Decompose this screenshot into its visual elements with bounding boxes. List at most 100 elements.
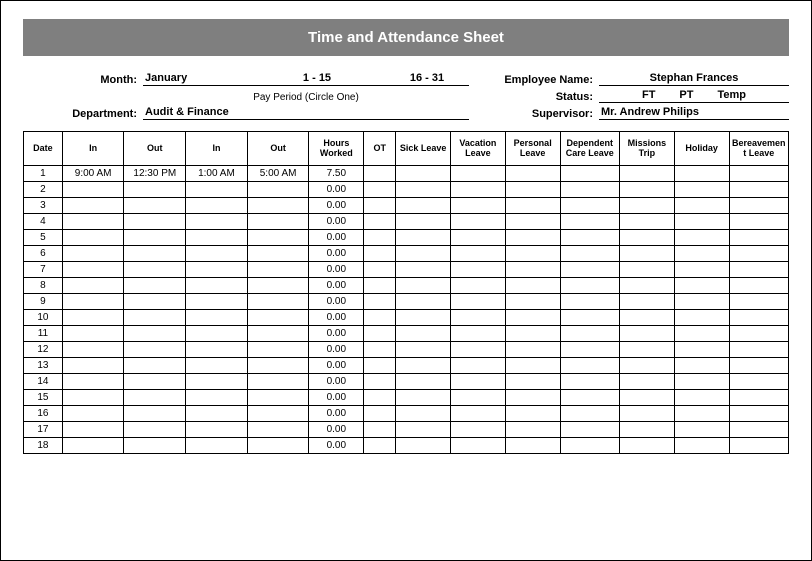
cell-dependent-care-leave — [560, 342, 619, 358]
cell-vacation-leave — [451, 166, 506, 182]
cell-date: 3 — [24, 198, 63, 214]
cell-sick-leave — [396, 166, 451, 182]
cell-date: 17 — [24, 422, 63, 438]
cell-out2: 5:00 AM — [247, 166, 309, 182]
cell-in1 — [62, 198, 124, 214]
cell-bereavement-leave — [729, 262, 788, 278]
cell-in2 — [186, 310, 248, 326]
cell-hours-worked: 0.00 — [309, 262, 364, 278]
cell-dependent-care-leave — [560, 438, 619, 454]
cell-sick-leave — [396, 246, 451, 262]
cell-dependent-care-leave — [560, 278, 619, 294]
col-ot: OT — [364, 132, 396, 166]
cell-dependent-care-leave — [560, 198, 619, 214]
cell-sick-leave — [396, 310, 451, 326]
cell-date: 10 — [24, 310, 63, 326]
table-row: 110.00 — [24, 326, 789, 342]
cell-missions-trip — [619, 406, 674, 422]
cell-bereavement-leave — [729, 422, 788, 438]
table-row: 160.00 — [24, 406, 789, 422]
cell-in1 — [62, 374, 124, 390]
cell-missions-trip — [619, 422, 674, 438]
cell-out2 — [247, 294, 309, 310]
cell-in1 — [62, 422, 124, 438]
cell-holiday — [674, 166, 729, 182]
cell-in2 — [186, 390, 248, 406]
cell-personal-leave — [505, 230, 560, 246]
cell-personal-leave — [505, 422, 560, 438]
cell-missions-trip — [619, 326, 674, 342]
cell-in1 — [62, 246, 124, 262]
cell-out2 — [247, 326, 309, 342]
cell-holiday — [674, 246, 729, 262]
cell-missions-trip — [619, 390, 674, 406]
page-title: Time and Attendance Sheet — [23, 19, 789, 56]
cell-out1 — [124, 374, 186, 390]
cell-dependent-care-leave — [560, 294, 619, 310]
cell-vacation-leave — [451, 182, 506, 198]
status-temp: Temp — [717, 89, 746, 101]
cell-in1 — [62, 230, 124, 246]
status-label: Status: — [469, 91, 599, 103]
cell-personal-leave — [505, 438, 560, 454]
cell-vacation-leave — [451, 358, 506, 374]
cell-bereavement-leave — [729, 278, 788, 294]
cell-out1 — [124, 198, 186, 214]
cell-ot — [364, 438, 396, 454]
cell-missions-trip — [619, 166, 674, 182]
cell-date: 9 — [24, 294, 63, 310]
cell-personal-leave — [505, 166, 560, 182]
cell-holiday — [674, 390, 729, 406]
cell-personal-leave — [505, 246, 560, 262]
cell-date: 5 — [24, 230, 63, 246]
cell-missions-trip — [619, 214, 674, 230]
cell-in2 — [186, 326, 248, 342]
cell-sick-leave — [396, 198, 451, 214]
cell-hours-worked: 0.00 — [309, 198, 364, 214]
cell-date: 12 — [24, 342, 63, 358]
cell-out1 — [124, 246, 186, 262]
cell-personal-leave — [505, 182, 560, 198]
cell-in2 — [186, 246, 248, 262]
table-row: 130.00 — [24, 358, 789, 374]
cell-vacation-leave — [451, 262, 506, 278]
table-row: 30.00 — [24, 198, 789, 214]
period-2: 16 - 31 — [387, 72, 467, 84]
month-value: January — [145, 72, 277, 84]
cell-ot — [364, 166, 396, 182]
cell-personal-leave — [505, 326, 560, 342]
cell-personal-leave — [505, 294, 560, 310]
cell-missions-trip — [619, 342, 674, 358]
cell-missions-trip — [619, 278, 674, 294]
cell-personal-leave — [505, 390, 560, 406]
cell-holiday — [674, 406, 729, 422]
meta-block: Month: January 1 - 15 16 - 31 Pay Period… — [23, 70, 789, 121]
cell-bereavement-leave — [729, 438, 788, 454]
cell-out1 — [124, 358, 186, 374]
cell-holiday — [674, 214, 729, 230]
cell-sick-leave — [396, 278, 451, 294]
table-row: 40.00 — [24, 214, 789, 230]
cell-ot — [364, 262, 396, 278]
cell-out1 — [124, 294, 186, 310]
cell-sick-leave — [396, 390, 451, 406]
table-row: 150.00 — [24, 390, 789, 406]
cell-sick-leave — [396, 406, 451, 422]
cell-out1 — [124, 390, 186, 406]
cell-out2 — [247, 246, 309, 262]
cell-hours-worked: 7.50 — [309, 166, 364, 182]
cell-in1 — [62, 294, 124, 310]
cell-ot — [364, 406, 396, 422]
col-date: Date — [24, 132, 63, 166]
cell-date: 18 — [24, 438, 63, 454]
cell-out1 — [124, 422, 186, 438]
supervisor-row: Supervisor: Mr. Andrew Philips — [469, 104, 789, 120]
cell-sick-leave — [396, 342, 451, 358]
cell-personal-leave — [505, 406, 560, 422]
table-row: 70.00 — [24, 262, 789, 278]
cell-sick-leave — [396, 262, 451, 278]
cell-out1 — [124, 406, 186, 422]
cell-sick-leave — [396, 326, 451, 342]
cell-bereavement-leave — [729, 198, 788, 214]
cell-date: 14 — [24, 374, 63, 390]
